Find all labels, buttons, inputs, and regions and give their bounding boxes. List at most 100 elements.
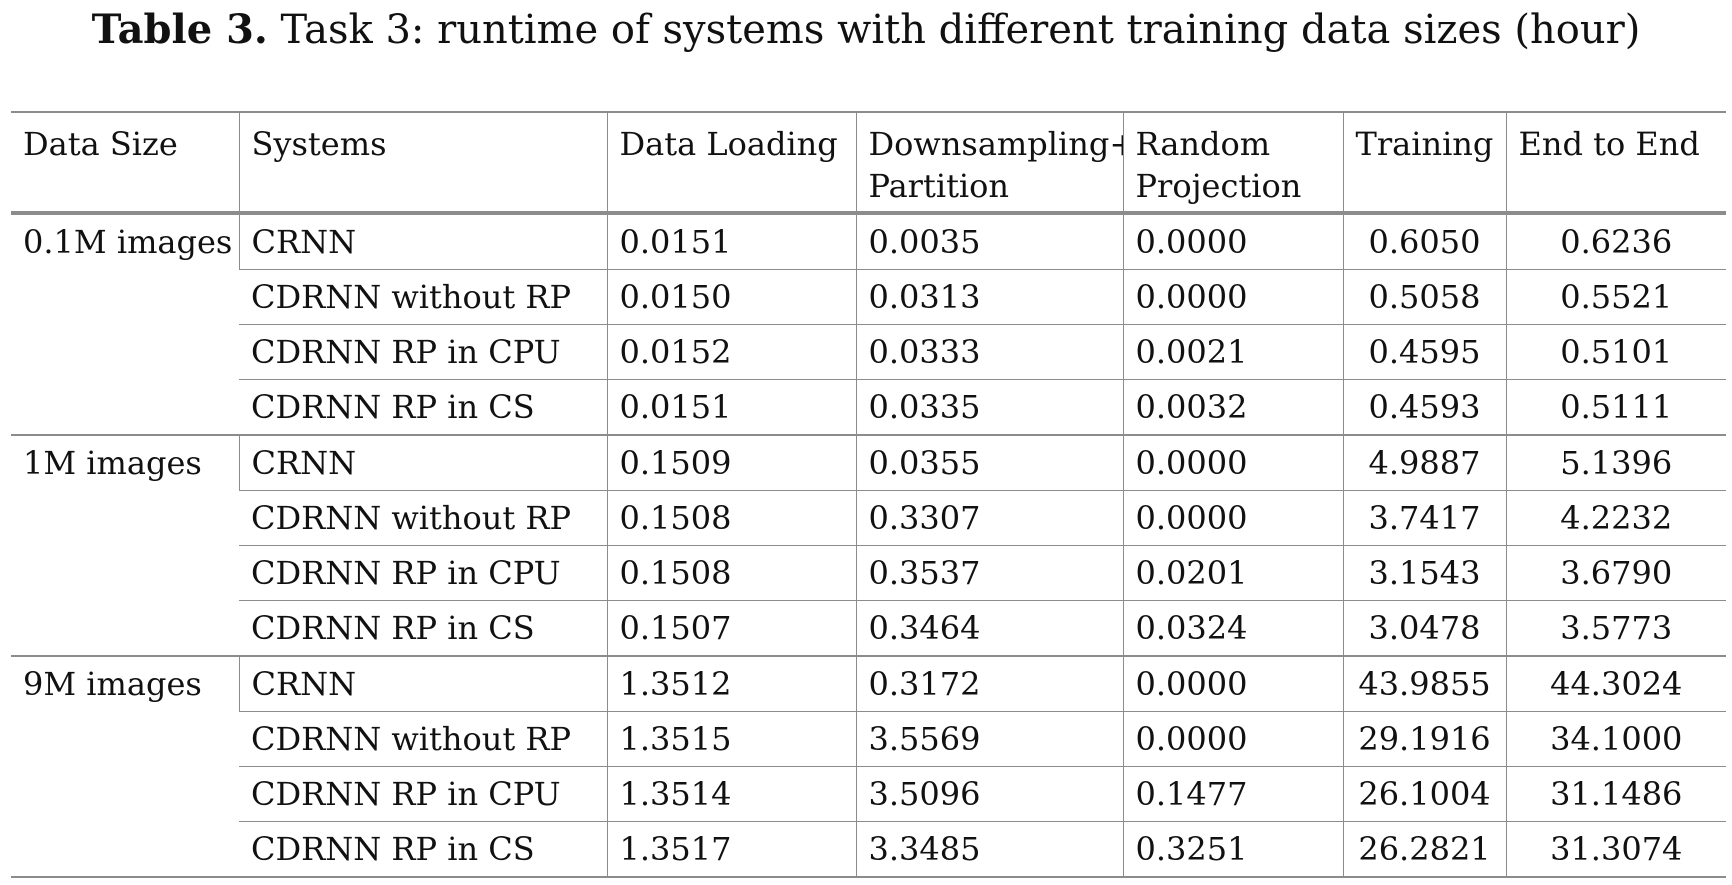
- data-loading-cell: 0.0150: [606, 269, 856, 325]
- table-row: 9M images CRNN 1.3512 0.3172 0.0000 43.9855 44…: [11, 656, 1726, 878]
- data-loading-cell: 1.3517: [606, 821, 856, 878]
- training-cell: 0.6050: [1342, 213, 1506, 270]
- table-row: 0.1M images CRNN 0.0151 0.0035 0.0000 0.6050 0…: [11, 213, 1726, 436]
- random-projection-cell: 0.0000: [1122, 435, 1343, 491]
- data-size-cell: 9M images: [11, 656, 239, 878]
- data-loading-cell: 0.1508: [606, 545, 856, 601]
- table-row: CDRNN without RP 0.0150 0.0313 0.0000 0.5058…: [11, 269, 1726, 325]
- training-cell: 3.0478: [1342, 600, 1506, 657]
- system-name-cell: CDRNN RP in CS: [239, 600, 607, 657]
- end-to-end-cell: 0.5101: [1505, 324, 1726, 380]
- downsampling-partition-cell: 3.3485: [855, 821, 1123, 878]
- caption-text: Task 3: runtime of systems with differen…: [280, 7, 1641, 53]
- system-name-cell: CDRNN RP in CPU: [239, 766, 607, 822]
- end-to-end-cell: 4.2232: [1505, 490, 1726, 546]
- downsampling-partition-cell: 0.0035: [855, 213, 1123, 270]
- training-cell: 3.7417: [1342, 490, 1506, 546]
- data-loading-cell: 1.3514: [606, 766, 856, 822]
- table-row: CDRNN RP in CS 0.1507 0.3464 0.0324 3.0478 3.…: [11, 600, 1726, 657]
- end-to-end-cell: 0.6236: [1505, 213, 1726, 270]
- system-name-cell: CRNN: [238, 213, 607, 270]
- table-row: CDRNN RP in CS 1.3517 3.3485 0.3251 26.2821 3…: [11, 821, 1726, 878]
- header-downsampling-partition: Downsampling+ Partition: [855, 111, 1123, 215]
- system-name-cell: CDRNN RP in CS: [239, 821, 607, 878]
- end-to-end-cell: 0.5521: [1505, 269, 1726, 325]
- system-name-cell: CDRNN RP in CPU: [239, 545, 607, 601]
- random-projection-cell: 0.0201: [1122, 545, 1343, 601]
- training-cell: 0.4593: [1342, 379, 1506, 436]
- table-body: 0.1M images CRNN 0.0151 0.0035 0.0000 0.6050 0…: [11, 213, 1726, 878]
- random-projection-cell: 0.0000: [1122, 656, 1343, 712]
- training-cell: 0.4595: [1342, 324, 1506, 380]
- header-row: Data Size Systems Data Loading Downsampl…: [11, 111, 1726, 215]
- training-cell: 3.1543: [1342, 545, 1506, 601]
- table-row: 1M images CRNN 0.1509 0.0355 0.0000 4.9887 5.1…: [11, 435, 1726, 657]
- system-name-cell: CRNN: [238, 656, 607, 712]
- training-cell: 43.9855: [1342, 656, 1506, 712]
- runtime-table: Data Size Systems Data Loading Downsampl…: [11, 111, 1726, 878]
- header-systems: Systems: [238, 111, 607, 215]
- end-to-end-cell: 5.1396: [1505, 435, 1726, 491]
- table-caption: Table 3. Task 3: runtime of systems with…: [0, 2, 1732, 58]
- header-training: Training: [1342, 111, 1506, 215]
- training-cell: 26.2821: [1342, 821, 1506, 878]
- data-loading-cell: 1.3515: [606, 711, 856, 767]
- system-name-cell: CRNN: [238, 435, 607, 491]
- random-projection-cell: 0.3251: [1122, 821, 1343, 878]
- data-loading-cell: 0.1507: [606, 600, 856, 657]
- data-size-cell: 0.1M images: [11, 213, 239, 436]
- data-loading-cell: 0.1508: [606, 490, 856, 546]
- downsampling-partition-cell: 3.5569: [855, 711, 1123, 767]
- downsampling-partition-cell: 0.3464: [855, 600, 1123, 657]
- system-name-cell: CDRNN without RP: [239, 269, 607, 325]
- end-to-end-cell: 34.1000: [1505, 711, 1726, 767]
- end-to-end-cell: 31.3074: [1505, 821, 1726, 878]
- table-row: CDRNN without RP 0.1508 0.3307 0.0000 3.7417…: [11, 490, 1726, 546]
- end-to-end-cell: 3.5773: [1505, 600, 1726, 657]
- table-row: CDRNN RP in CPU 0.1508 0.3537 0.0201 3.1543 3…: [11, 545, 1726, 601]
- training-cell: 0.5058: [1342, 269, 1506, 325]
- training-cell: 26.1004: [1342, 766, 1506, 822]
- data-loading-cell: 0.0152: [606, 324, 856, 380]
- table-row: CDRNN RP in CPU 1.3514 3.5096 0.1477 26.1004…: [11, 766, 1726, 822]
- training-cell: 4.9887: [1342, 435, 1506, 491]
- downsampling-partition-cell: 0.0355: [855, 435, 1123, 491]
- caption-label: Table 3.: [91, 6, 268, 53]
- downsampling-partition-cell: 0.3172: [855, 656, 1123, 712]
- data-loading-cell: 0.0151: [606, 213, 856, 270]
- table-row: CDRNN without RP 1.3515 3.5569 0.0000 29.191…: [11, 711, 1726, 767]
- header-end-to-end: End to End: [1505, 111, 1726, 215]
- header-random-projection: Random Projection: [1122, 111, 1343, 215]
- system-name-cell: CDRNN without RP: [239, 711, 607, 767]
- end-to-end-cell: 44.3024: [1505, 656, 1726, 712]
- table-row: CDRNN RP in CPU 0.0152 0.0333 0.0021 0.4595 0…: [11, 324, 1726, 380]
- table-row: CDRNN RP in CS 0.0151 0.0335 0.0032 0.4593 0.…: [11, 379, 1726, 436]
- training-cell: 29.1916: [1342, 711, 1506, 767]
- system-name-cell: CDRNN RP in CS: [239, 379, 607, 436]
- downsampling-partition-cell: 0.3307: [855, 490, 1123, 546]
- end-to-end-cell: 0.5111: [1505, 379, 1726, 436]
- random-projection-cell: 0.0324: [1122, 600, 1343, 657]
- random-projection-cell: 0.0021: [1122, 324, 1343, 380]
- random-projection-cell: 0.0000: [1122, 213, 1343, 270]
- header-data-size: Data Size: [11, 111, 239, 215]
- random-projection-cell: 0.1477: [1122, 766, 1343, 822]
- downsampling-partition-cell: 3.5096: [855, 766, 1123, 822]
- random-projection-cell: 0.0032: [1122, 379, 1343, 436]
- random-projection-cell: 0.0000: [1122, 711, 1343, 767]
- end-to-end-cell: 3.6790: [1505, 545, 1726, 601]
- data-loading-cell: 0.1509: [606, 435, 856, 491]
- data-loading-cell: 1.3512: [606, 656, 856, 712]
- data-loading-cell: 0.0151: [606, 379, 856, 436]
- downsampling-partition-cell: 0.0333: [855, 324, 1123, 380]
- downsampling-partition-cell: 0.0335: [855, 379, 1123, 436]
- downsampling-partition-cell: 0.0313: [855, 269, 1123, 325]
- header-data-loading: Data Loading: [606, 111, 856, 215]
- data-size-cell: 1M images: [11, 435, 239, 657]
- end-to-end-cell: 31.1486: [1505, 766, 1726, 822]
- system-name-cell: CDRNN without RP: [239, 490, 607, 546]
- system-name-cell: CDRNN RP in CPU: [239, 324, 607, 380]
- random-projection-cell: 0.0000: [1122, 490, 1343, 546]
- random-projection-cell: 0.0000: [1122, 269, 1343, 325]
- downsampling-partition-cell: 0.3537: [855, 545, 1123, 601]
